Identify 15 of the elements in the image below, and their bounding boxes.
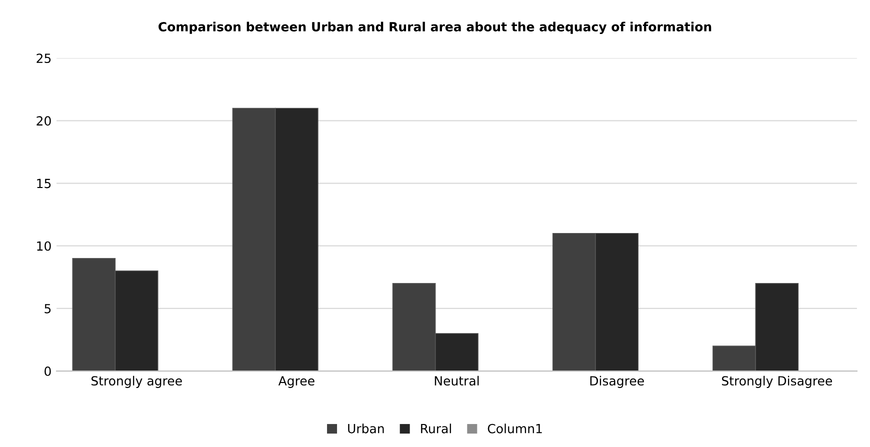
x-tick-label: Agree xyxy=(278,376,314,388)
legend-label: Urban xyxy=(348,424,384,434)
x-tick-label: Disagree xyxy=(590,376,644,388)
y-tick-label: 15 xyxy=(37,178,51,188)
chart-title: Comparison between Urban and Rural area about the adequacy of information xyxy=(158,22,712,34)
y-tick-label: 25 xyxy=(36,54,51,64)
y-tick-label: 5 xyxy=(44,304,51,314)
legend-label: Rural xyxy=(421,424,451,434)
x-tick-label: Strongly Disagree xyxy=(722,376,832,388)
y-tick-label: 10 xyxy=(37,241,51,251)
x-tick-label: Strongly agree xyxy=(91,376,182,388)
legend-label: Column1 xyxy=(488,424,542,434)
x-tick-label: Neutral xyxy=(434,376,479,386)
y-tick-label: 20 xyxy=(36,116,51,126)
y-tick-label: 0 xyxy=(44,366,51,376)
